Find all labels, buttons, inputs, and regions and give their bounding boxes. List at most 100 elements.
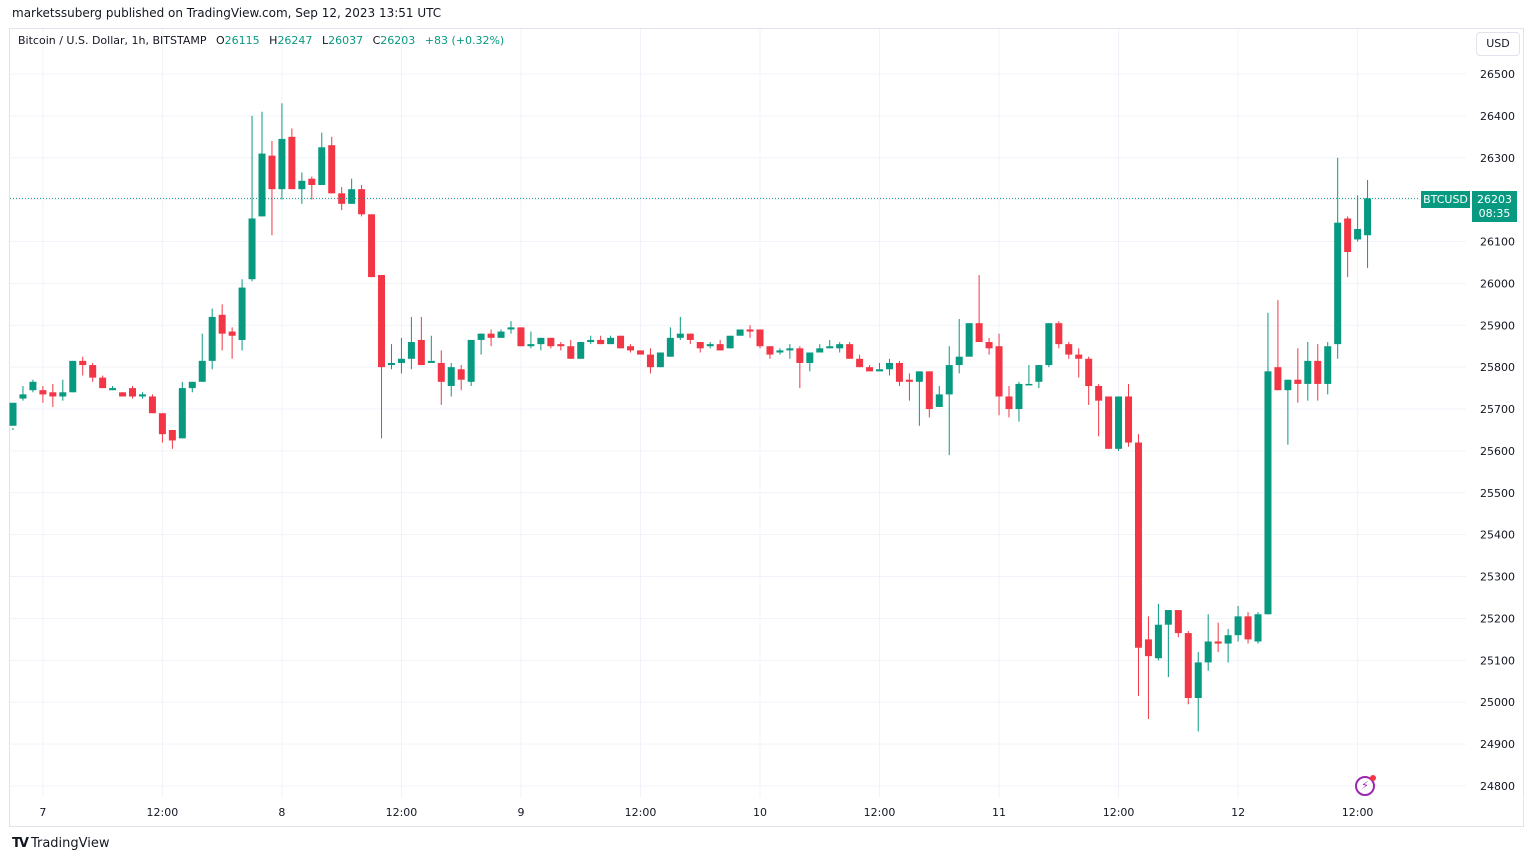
candle[interactable] [736, 329, 744, 336]
candle[interactable] [89, 362, 97, 382]
candle[interactable] [1234, 605, 1242, 642]
candle[interactable] [716, 339, 724, 351]
candle[interactable] [836, 342, 844, 353]
candle[interactable] [1194, 651, 1202, 732]
candle[interactable] [1055, 321, 1063, 349]
candle[interactable] [1314, 344, 1322, 401]
candle[interactable] [885, 358, 893, 376]
candle[interactable] [178, 381, 186, 439]
candle[interactable] [208, 308, 216, 370]
candle[interactable] [298, 172, 306, 204]
candle[interactable] [955, 318, 963, 374]
candle[interactable] [557, 342, 565, 351]
candle[interactable] [218, 304, 226, 351]
candle[interactable] [1214, 622, 1222, 652]
candle[interactable] [627, 344, 635, 353]
candle[interactable] [686, 333, 694, 345]
candle[interactable] [696, 342, 704, 353]
candle[interactable] [935, 386, 943, 407]
candle[interactable] [796, 346, 804, 389]
candle[interactable] [826, 339, 834, 349]
candle[interactable] [1154, 603, 1162, 661]
candle[interactable] [1274, 300, 1282, 391]
candle[interactable] [1284, 379, 1292, 445]
candle[interactable] [1144, 616, 1152, 719]
candle[interactable] [378, 275, 386, 439]
candle[interactable] [417, 316, 425, 366]
candle[interactable] [238, 279, 246, 351]
candle[interactable] [158, 413, 166, 443]
candle[interactable] [387, 344, 395, 370]
candle[interactable] [198, 333, 206, 382]
candle[interactable] [248, 115, 256, 282]
candle[interactable] [138, 392, 146, 399]
candle[interactable] [656, 352, 664, 368]
candle[interactable] [9, 402, 17, 430]
candle[interactable] [19, 386, 27, 401]
candle[interactable] [397, 337, 405, 374]
candle[interactable] [477, 333, 485, 355]
candle[interactable] [975, 275, 983, 343]
candle[interactable] [517, 327, 525, 347]
candle[interactable] [487, 329, 495, 347]
candle[interactable] [1354, 195, 1362, 242]
candle[interactable] [49, 383, 57, 407]
currency-button[interactable]: USD [1476, 32, 1520, 56]
candle[interactable] [109, 386, 117, 391]
candle[interactable] [1115, 396, 1123, 451]
candle[interactable] [119, 392, 127, 397]
candle[interactable] [1085, 356, 1093, 405]
candle[interactable] [1204, 614, 1212, 671]
candle[interactable] [129, 386, 137, 399]
candle[interactable] [945, 346, 953, 456]
candle[interactable] [786, 344, 794, 359]
candle[interactable] [856, 354, 864, 368]
candle[interactable] [1264, 312, 1272, 615]
candle[interactable] [1105, 396, 1113, 449]
candle[interactable] [1324, 342, 1332, 395]
candle[interactable] [59, 379, 67, 401]
candle[interactable] [726, 335, 734, 349]
candle[interactable] [1095, 383, 1103, 437]
candle[interactable] [866, 365, 874, 372]
candle[interactable] [925, 371, 933, 418]
candle[interactable] [79, 356, 87, 376]
candle[interactable] [1045, 323, 1053, 368]
candle[interactable] [358, 184, 366, 217]
candle[interactable] [188, 381, 196, 393]
candle[interactable] [706, 342, 714, 349]
candle[interactable] [607, 335, 615, 345]
candle[interactable] [1025, 365, 1033, 386]
candle[interactable] [547, 337, 555, 349]
candle[interactable] [308, 176, 316, 200]
candle[interactable] [1294, 348, 1302, 403]
candle[interactable] [587, 335, 595, 345]
candle[interactable] [646, 348, 654, 374]
candle[interactable] [676, 316, 684, 340]
candle[interactable] [407, 316, 415, 370]
candle[interactable] [905, 373, 913, 401]
candle[interactable] [597, 335, 605, 345]
candle[interactable] [1304, 342, 1312, 401]
candle[interactable] [268, 141, 276, 236]
candle[interactable] [876, 362, 884, 372]
candle[interactable] [1174, 610, 1182, 638]
candle[interactable] [1364, 179, 1372, 268]
candle[interactable] [1164, 610, 1172, 678]
candle[interactable] [1254, 612, 1262, 644]
candle[interactable] [537, 337, 545, 351]
candle[interactable] [39, 386, 47, 403]
candle[interactable] [756, 329, 764, 349]
candle[interactable] [636, 350, 644, 355]
candle[interactable] [1075, 348, 1083, 378]
candle[interactable] [258, 111, 266, 217]
candle[interactable] [338, 187, 346, 211]
candle[interactable] [29, 379, 37, 393]
symbol-title[interactable]: Bitcoin / U.S. Dollar, 1h, BITSTAMP [18, 34, 207, 47]
candle[interactable] [846, 342, 854, 359]
candle[interactable] [69, 360, 77, 393]
candle[interactable] [1005, 386, 1013, 418]
candle[interactable] [666, 327, 674, 357]
candle[interactable] [766, 346, 774, 359]
